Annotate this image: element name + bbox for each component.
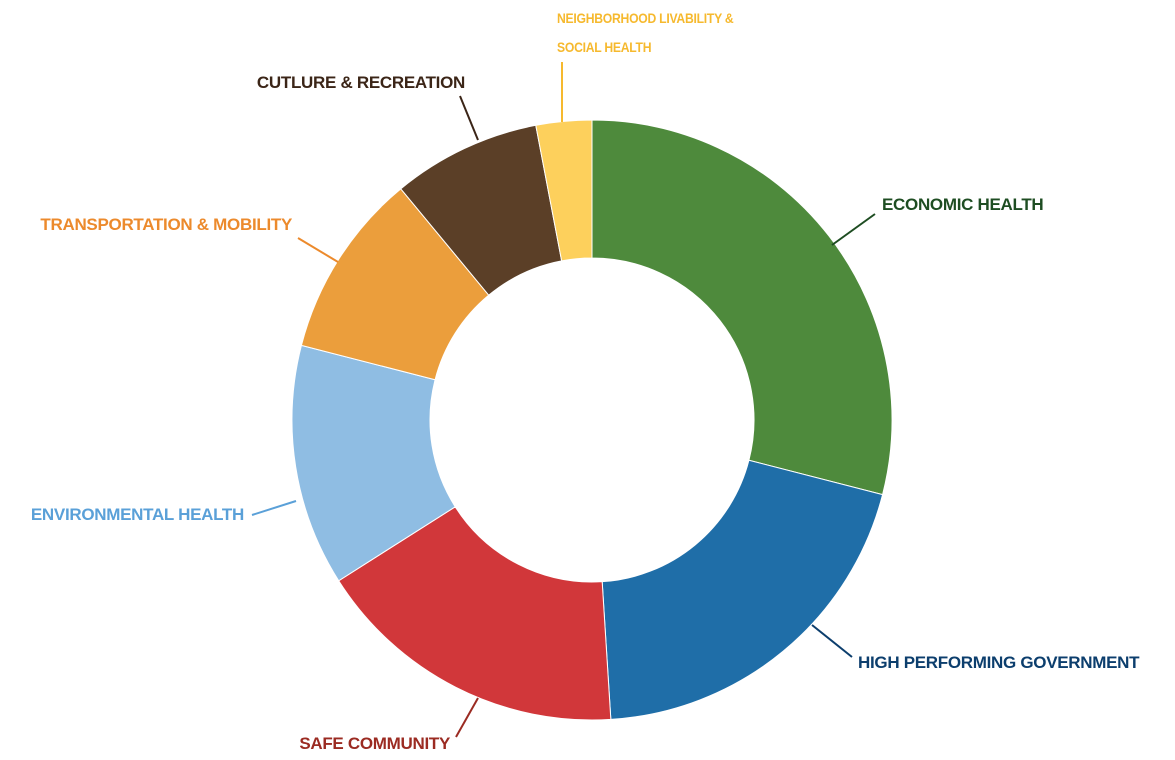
leader-line [297,237,339,263]
donut-slice [338,506,612,721]
slice-label: ENVIRONMENTAL HEALTH [30,505,244,524]
donut-slice [591,119,893,496]
slice-label: CUTLURE & RECREATION [256,73,465,92]
leader-line [251,500,297,516]
slice-label: TRANSPORTATION & MOBILITY [40,215,292,234]
slice-label: NEIGHBORHOOD LIVABILITY & SOCIAL HEALTH [557,10,734,55]
donut-slice [601,459,884,720]
slice-label: ECONOMIC HEALTH [882,195,1044,214]
leader-line [455,697,479,738]
leader-line [811,624,853,658]
slice-label: SAFE COMMUNITY [299,734,450,753]
leader-line [459,95,479,141]
slice-label: HIGH PERFORMING GOVERNMENT [858,653,1140,672]
donut-slice [535,119,593,262]
leader-line [831,213,876,246]
